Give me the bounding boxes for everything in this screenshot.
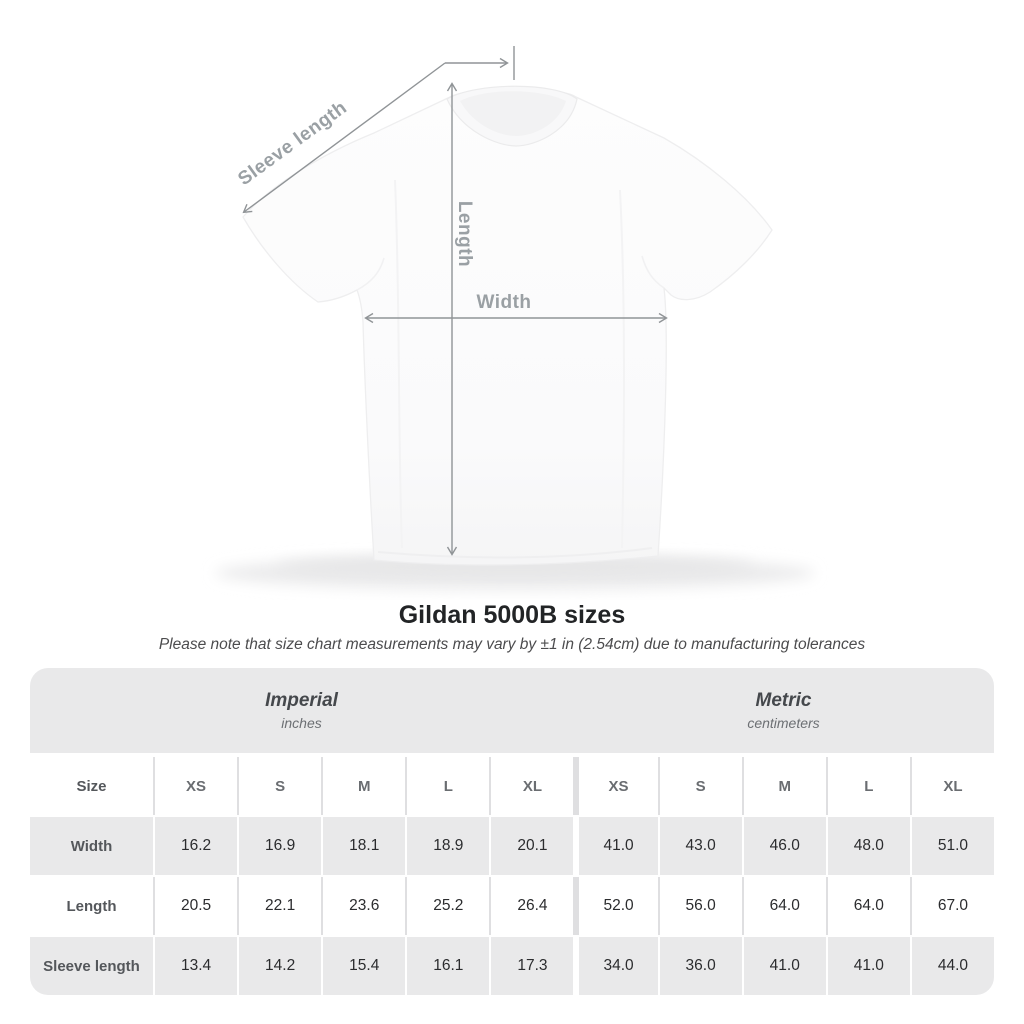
sleeve-metric-s: 36.0 (657, 937, 742, 995)
col-header-imperial-m: M (321, 757, 405, 815)
metric-group-unit: centimeters (747, 715, 820, 731)
imperial-group-title: Imperial (265, 690, 338, 711)
width-imperial-s: 16.9 (237, 817, 321, 875)
metric-group-header: Metric centimeters (573, 668, 994, 753)
sleeve-imperial-s: 14.2 (237, 937, 321, 995)
length-label: Length (454, 200, 475, 268)
sleeve-length-line-diagonal (242, 62, 446, 214)
table-row-sleeve-length: Sleeve length 13.4 14.2 15.4 16.1 17.3 3… (30, 937, 994, 995)
length-metric-l: 64.0 (825, 877, 910, 935)
col-header-metric-s: S (657, 757, 742, 815)
sleeve-imperial-l: 16.1 (405, 937, 489, 995)
width-label: Width (476, 292, 532, 313)
length-metric-m: 64.0 (741, 877, 826, 935)
shirt-measurement-diagram: Sleeve length Length Width (215, 46, 815, 590)
col-header-metric-l: L (825, 757, 910, 815)
length-imperial-xl: 26.4 (489, 877, 573, 935)
row-label-length: Length (66, 897, 117, 915)
col-header-metric-xl: XL (909, 757, 994, 815)
width-metric-xl: 51.0 (909, 817, 994, 875)
length-metric-s: 56.0 (657, 877, 742, 935)
width-imperial-xl: 20.1 (489, 817, 573, 875)
width-imperial-m: 18.1 (321, 817, 405, 875)
sleeve-metric-xl: 44.0 (909, 937, 994, 995)
tshirt-shape (242, 85, 773, 566)
col-header-metric-m: M (741, 757, 826, 815)
row-label-sleeve-length: Sleeve length (43, 957, 140, 975)
table-row-length: Length 20.5 22.1 23.6 25.2 26.4 52.0 56.… (30, 877, 994, 935)
metric-group-title: Metric (755, 690, 812, 711)
sleeve-metric-xs: 34.0 (573, 937, 657, 995)
row-label-width: Width (70, 837, 113, 855)
sleeve-imperial-m: 15.4 (321, 937, 405, 995)
unit-group-header: Imperial inches Metric centimeters (30, 668, 994, 753)
dimension-lines (242, 46, 668, 556)
length-metric-xs: 52.0 (573, 877, 657, 935)
col-header-metric-xs: XS (573, 757, 657, 815)
imperial-group-unit: inches (281, 715, 322, 731)
col-header-imperial-l: L (405, 757, 489, 815)
col-header-size: Size (76, 777, 107, 795)
sleeve-metric-l: 41.0 (825, 937, 910, 995)
sleeve-metric-m: 41.0 (741, 937, 826, 995)
col-header-imperial-xs: XS (153, 757, 237, 815)
col-header-imperial-xl: XL (489, 757, 573, 815)
imperial-group-header: Imperial inches (30, 668, 573, 753)
width-imperial-l: 18.9 (405, 817, 489, 875)
size-header-row: Size XS S M L XL XS S M L XL (30, 757, 994, 815)
length-imperial-xs: 20.5 (153, 877, 237, 935)
width-metric-s: 43.0 (657, 817, 742, 875)
width-metric-l: 48.0 (825, 817, 910, 875)
tshirt-illustration (215, 46, 815, 590)
length-imperial-m: 23.6 (321, 877, 405, 935)
length-imperial-s: 22.1 (237, 877, 321, 935)
sleeve-imperial-xl: 17.3 (489, 937, 573, 995)
width-imperial-xs: 16.2 (153, 817, 237, 875)
width-metric-xs: 41.0 (573, 817, 657, 875)
width-metric-m: 46.0 (741, 817, 826, 875)
page-title: Gildan 5000B sizes (398, 601, 626, 629)
size-chart-table: Imperial inches Metric centimeters Size … (30, 668, 994, 995)
length-imperial-l: 25.2 (405, 877, 489, 935)
tolerance-note: Please note that size chart measurements… (158, 636, 866, 653)
length-metric-xl: 67.0 (909, 877, 994, 935)
sleeve-imperial-xs: 13.4 (153, 937, 237, 995)
table-row-width: Width 16.2 16.9 18.1 18.9 20.1 41.0 43.0… (30, 817, 994, 875)
col-header-imperial-s: S (237, 757, 321, 815)
